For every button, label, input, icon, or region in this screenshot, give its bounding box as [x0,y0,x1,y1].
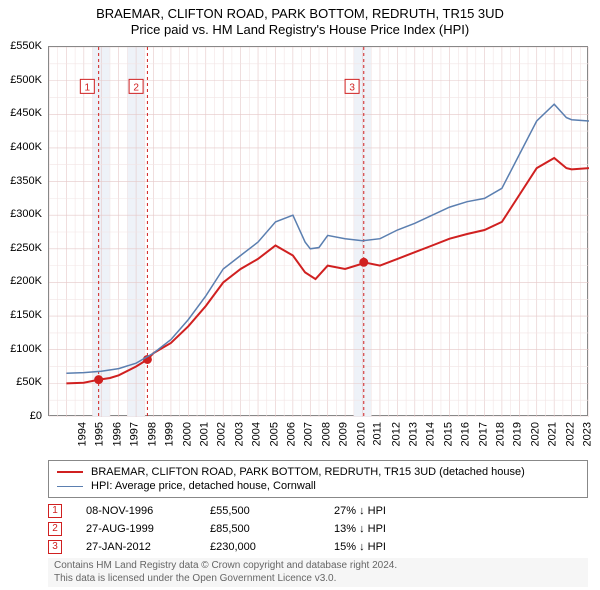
transaction-table: 1 08-NOV-1996 £55,500 27% ↓ HPI 2 27-AUG-1999… [48,502,588,556]
transaction-delta: 27% ↓ HPI [334,505,434,517]
chart-plot-area: 1 2 3 [48,46,588,416]
transaction-price: £230,000 [210,541,310,553]
footer-line2: This data is licensed under the Open Gov… [54,573,582,586]
transaction-badge: 2 [48,522,62,536]
footer-attribution: Contains HM Land Registry data © Crown c… [48,558,588,587]
legend-label: BRAEMAR, CLIFTON ROAD, PARK BOTTOM, REDR… [91,466,525,478]
x-tick-label: 1995 [94,422,106,446]
x-tick-label: 2010 [355,422,367,446]
x-tick-label: 2005 [268,422,280,446]
y-tick-label: £450K [0,107,46,119]
transaction-price: £85,500 [210,523,310,535]
x-tick-label: 2013 [407,422,419,446]
x-tick-label: 2006 [286,422,298,446]
y-tick-label: £0 [0,410,46,422]
y-tick-label: £50K [0,376,46,388]
transaction-date: 27-AUG-1999 [86,523,186,535]
transaction-delta: 13% ↓ HPI [334,523,434,535]
y-tick-label: £400K [0,141,46,153]
transaction-date: 08-NOV-1996 [86,505,186,517]
x-tick-label: 2000 [181,422,193,446]
x-tick-label: 2009 [338,422,350,446]
x-tick-label: 2016 [460,422,472,446]
x-axis-labels: 1994 1995 1996 1997 1998 1999 2000 2001 2002 2003… [48,418,588,458]
x-tick-label: 2014 [425,422,437,446]
x-tick-label: 2018 [495,422,507,446]
x-tick-label: 2011 [372,422,384,446]
x-tick-label: 2002 [216,422,228,446]
transaction-delta: 15% ↓ HPI [334,541,434,553]
x-tick-label: 2021 [547,422,559,446]
y-tick-label: £350K [0,175,46,187]
y-tick-label: £150K [0,309,46,321]
x-tick-label: 1996 [111,422,123,446]
x-tick-label: 1997 [129,422,141,446]
legend-item: HPI: Average price, detached house, Corn… [57,479,579,493]
chart-svg: 1 2 3 [49,47,589,417]
transaction-date: 27-JAN-2012 [86,541,186,553]
chart-title-line1: BRAEMAR, CLIFTON ROAD, PARK BOTTOM, REDR… [0,6,600,22]
y-tick-label: £500K [0,74,46,86]
x-tick-label: 2020 [529,422,541,446]
y-tick-label: £250K [0,242,46,254]
transaction-badge: 3 [48,540,62,554]
transaction-row: 1 08-NOV-1996 £55,500 27% ↓ HPI [48,502,588,520]
legend-swatch [57,486,83,487]
y-tick-label: £200K [0,275,46,287]
x-tick-label: 2023 [582,422,594,446]
transaction-price: £55,500 [210,505,310,517]
x-tick-label: 1994 [76,422,88,446]
svg-text:3: 3 [349,82,355,93]
transaction-badge: 1 [48,504,62,518]
legend-item: BRAEMAR, CLIFTON ROAD, PARK BOTTOM, REDR… [57,465,579,479]
transaction-row: 3 27-JAN-2012 £230,000 15% ↓ HPI [48,538,588,556]
x-tick-label: 2012 [390,422,402,446]
transaction-row: 2 27-AUG-1999 £85,500 13% ↓ HPI [48,520,588,538]
legend-swatch [57,471,83,473]
x-tick-label: 2003 [233,422,245,446]
x-tick-label: 2017 [477,422,489,446]
legend: BRAEMAR, CLIFTON ROAD, PARK BOTTOM, REDR… [48,460,588,498]
y-tick-label: £100K [0,343,46,355]
x-tick-label: 2004 [251,422,263,446]
svg-text:2: 2 [133,82,139,93]
y-tick-label: £550K [0,40,46,52]
x-tick-label: 2019 [512,422,524,446]
x-tick-label: 2001 [198,422,210,446]
x-tick-label: 2008 [320,422,332,446]
chart-title-block: BRAEMAR, CLIFTON ROAD, PARK BOTTOM, REDR… [0,0,600,39]
y-tick-label: £300K [0,208,46,220]
chart-title-line2: Price paid vs. HM Land Registry's House … [0,22,600,38]
svg-text:1: 1 [85,82,91,93]
x-tick-label: 2015 [442,422,454,446]
x-tick-label: 1999 [164,422,176,446]
legend-label: HPI: Average price, detached house, Corn… [91,480,316,492]
x-tick-label: 2022 [564,422,576,446]
x-tick-label: 1998 [146,422,158,446]
footer-line1: Contains HM Land Registry data © Crown c… [54,560,582,573]
x-tick-label: 2007 [303,422,315,446]
